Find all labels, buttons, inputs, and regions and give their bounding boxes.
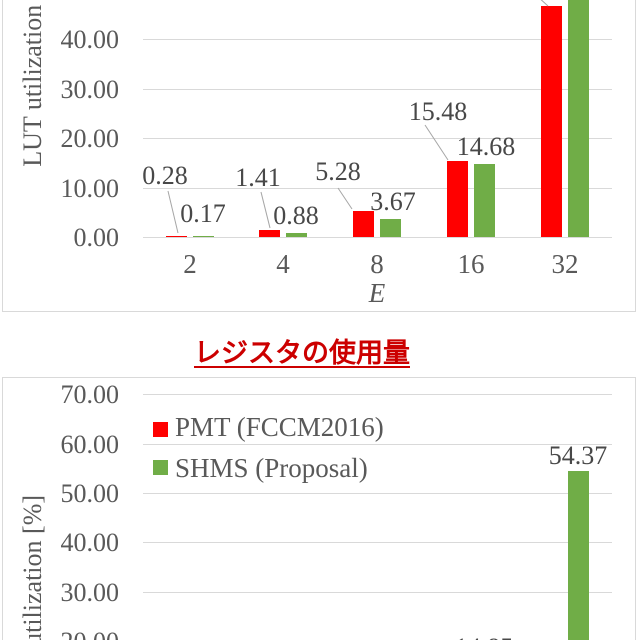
register-chart-frame [2, 377, 636, 640]
y-tick-label: 50.00 [60, 479, 120, 508]
gridline [143, 89, 612, 90]
data-label: 0.88 [273, 201, 319, 230]
legend-label: SHMS (Proposal) [175, 453, 368, 483]
x-category-label: 2 [183, 249, 197, 279]
y-tick-label: 60.00 [60, 430, 120, 459]
legend-swatch [153, 460, 168, 475]
pmt-bar [541, 6, 562, 237]
x-category-label: 4 [276, 249, 290, 279]
y-tick-label: 0.00 [73, 223, 120, 252]
y-tick-label: 30.00 [60, 578, 120, 607]
data-label: 54.37 [548, 441, 608, 470]
y-tick-label: 20.00 [24, 628, 120, 640]
x-category-label: 8 [370, 249, 384, 279]
shms-bar [568, 471, 589, 640]
shms-bar [474, 164, 495, 237]
gridline [143, 39, 612, 40]
data-label: 15.48 [408, 97, 468, 126]
lut-chart-frame [2, 0, 636, 312]
gridline [143, 444, 612, 445]
x-category-label: 32 [551, 249, 579, 279]
gridline [143, 394, 612, 395]
shms-bar [380, 219, 401, 237]
shms-bar [568, 0, 589, 237]
x-category-label: 16 [457, 249, 485, 279]
shms-bar [286, 233, 307, 237]
y-tick-label: 30.00 [60, 75, 120, 104]
gridline [143, 138, 612, 139]
pmt-bar [353, 211, 374, 237]
gridline [143, 493, 612, 494]
data-label: 3.67 [370, 187, 416, 216]
pmt-bar [259, 230, 280, 237]
y-tick-label: 20.00 [60, 124, 120, 153]
y-tick-label: 40.00 [60, 25, 120, 54]
gridline [143, 237, 612, 238]
y-tick-label: 70.00 [60, 380, 120, 409]
data-label: 5.28 [315, 157, 361, 186]
shms-bar [193, 236, 214, 237]
section-title: レジスタの使用量 [194, 338, 410, 369]
data-label: 14.68 [456, 132, 516, 161]
data-label: 14.85 [419, 634, 549, 640]
y-tick-label: 40.00 [60, 528, 120, 557]
legend-swatch [153, 422, 168, 437]
gridline [143, 592, 612, 593]
data-label: 0.28 [142, 161, 188, 190]
data-label: 1.41 [235, 163, 281, 192]
pmt-bar [447, 161, 468, 237]
gridline [143, 542, 612, 543]
legend-label: PMT (FCCM2016) [175, 412, 384, 442]
gridline [143, 188, 612, 189]
lut-x-axis-title: E [368, 278, 386, 308]
y-tick-label: 10.00 [60, 174, 120, 203]
pmt-bar [166, 236, 187, 237]
data-label: 0.17 [180, 199, 226, 228]
